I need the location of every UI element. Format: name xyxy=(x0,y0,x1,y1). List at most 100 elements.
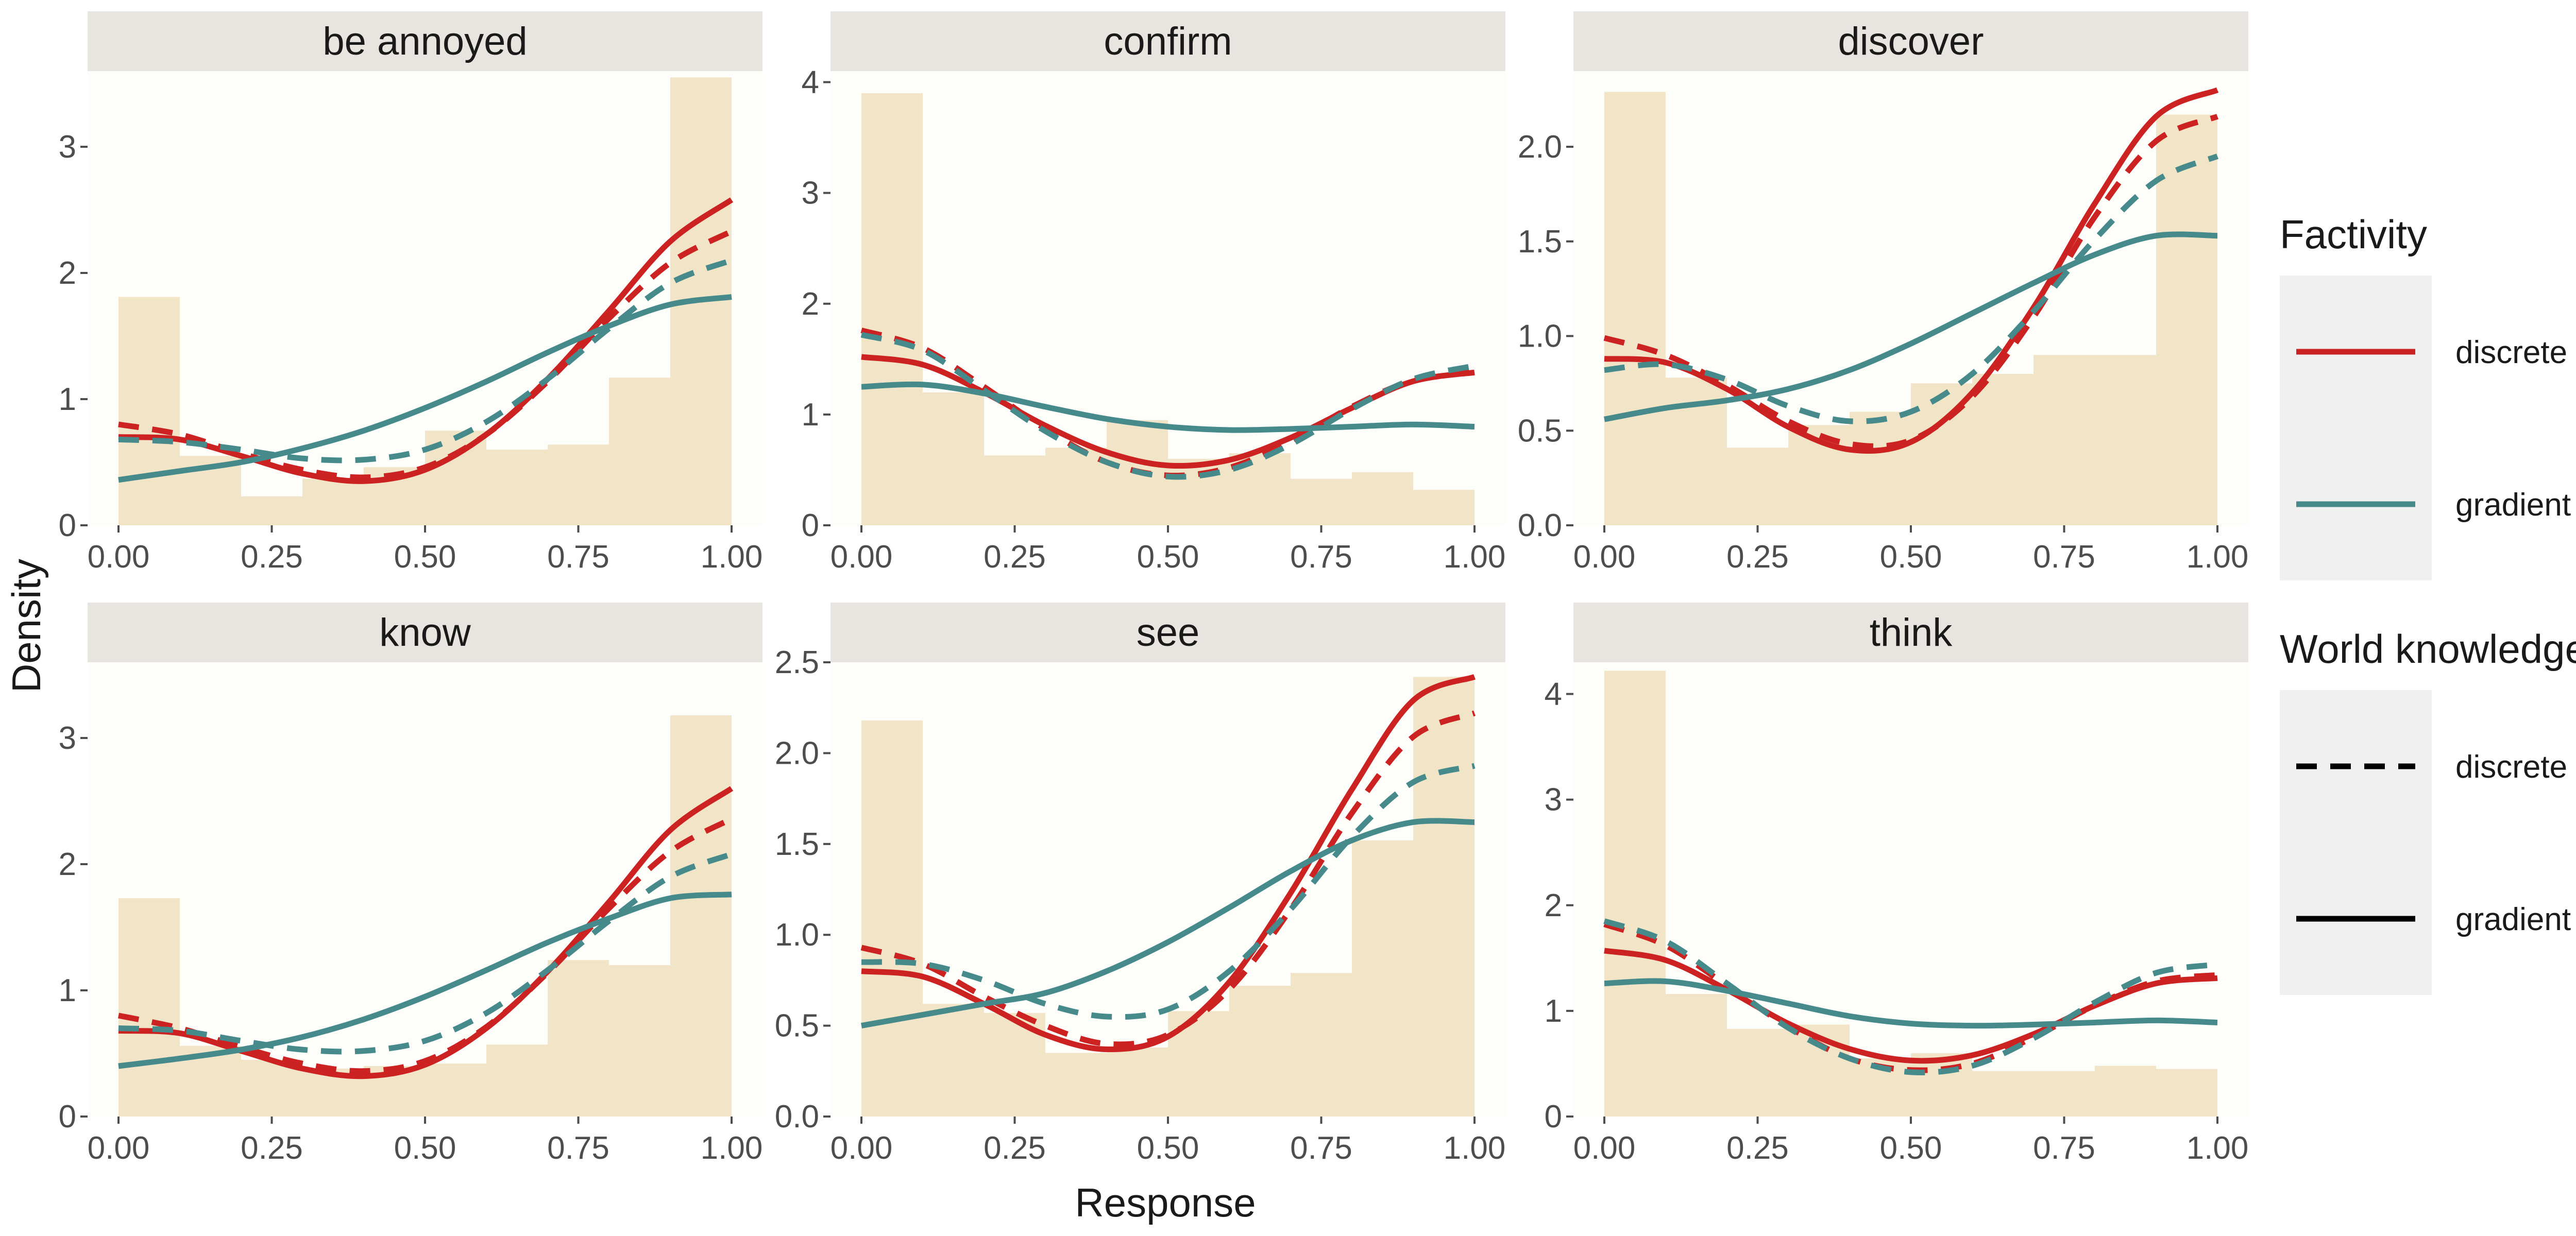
x-tick-label: 0.00 xyxy=(88,539,150,575)
histogram-bar xyxy=(241,1059,302,1117)
histogram-bar xyxy=(1972,374,2033,525)
histogram-bar xyxy=(1850,411,1911,525)
histogram-bar xyxy=(2156,1069,2217,1117)
strip-see xyxy=(831,603,1505,662)
curve-factivity-gradient-world-knowledge-gradient xyxy=(1603,231,2218,422)
legend-title: Factivity xyxy=(2280,212,2427,257)
histogram-see xyxy=(861,677,1475,1117)
x-tick-label: 0.75 xyxy=(2033,539,2095,575)
legend-group-world-knowledge: World knowledge discrete gradient xyxy=(2280,626,2576,995)
histogram-bar xyxy=(984,455,1045,525)
histogram-bar xyxy=(548,960,609,1117)
panel-think: think 0 1 2 3 4 0.00 0.25 0.50 0.75 1.00 xyxy=(1545,603,2248,1166)
strip-label-know: know xyxy=(379,611,471,655)
x-tick-label: 1.00 xyxy=(1444,1130,1506,1166)
x-tick-label: 0.75 xyxy=(547,539,609,575)
curve-factivity-gradient-world-knowledge-discrete xyxy=(1603,918,2218,1076)
histogram-bar xyxy=(1727,448,1788,525)
x-tick-label: 0.50 xyxy=(1137,1130,1199,1166)
histogram-bar xyxy=(1352,840,1413,1117)
density-curves-see xyxy=(860,674,1476,1053)
panel-be-annoyed: be annoyed 0 1 2 3 0.00 0.25 0.50 0.75 1.00 xyxy=(59,11,762,575)
x-tick-label: 0.75 xyxy=(547,1130,609,1166)
histogram-bar xyxy=(1229,985,1291,1117)
y-tick-label: 1.5 xyxy=(775,827,819,862)
strip-label-think: think xyxy=(1870,611,1953,655)
x-tick-label: 1.00 xyxy=(1444,539,1506,575)
x-tick-label: 0.25 xyxy=(984,539,1046,575)
histogram-bar xyxy=(1413,677,1475,1117)
histogram-confirm xyxy=(861,93,1475,525)
x-tick-label: 0.75 xyxy=(1290,1130,1352,1166)
histogram-bar xyxy=(2095,355,2156,525)
histogram-bar xyxy=(1352,472,1413,525)
y-tick-label: 1 xyxy=(802,397,819,433)
curve-factivity-gradient-world-knowledge-gradient xyxy=(861,381,1475,433)
y-tick-label: 0 xyxy=(1545,1099,1562,1135)
histogram-bar xyxy=(486,450,548,525)
strip-label-discover: discover xyxy=(1838,20,1984,63)
x-tick-label: 0.75 xyxy=(2033,1130,2095,1166)
y-axis-know: 0 1 2 3 xyxy=(59,720,88,1135)
histogram-bar xyxy=(1413,490,1475,525)
curve-factivity-gradient-world-knowledge-discrete xyxy=(118,851,733,1055)
curve-factivity-discrete-world-knowledge-discrete xyxy=(117,816,733,1074)
strip-think xyxy=(1573,603,2248,662)
curve-factivity-gradient-world-knowledge-gradient xyxy=(1604,978,2218,1029)
x-tick-label: 1.00 xyxy=(2187,539,2249,575)
x-tick-label: 0.00 xyxy=(88,1130,150,1166)
y-tick-label: 0 xyxy=(802,508,819,543)
x-tick-label: 0.25 xyxy=(241,539,303,575)
histogram-bar xyxy=(1911,1053,1972,1117)
histogram-know xyxy=(118,715,732,1117)
histogram-bar xyxy=(1291,478,1352,525)
curve-factivity-gradient-world-knowledge-gradient xyxy=(118,891,732,1069)
y-tick-label: 0 xyxy=(59,508,76,543)
y-tick-label: 0.0 xyxy=(1518,508,1562,543)
histogram-bar xyxy=(923,392,984,525)
y-tick-label: 1.5 xyxy=(1518,224,1562,260)
y-tick-label: 1.0 xyxy=(775,917,819,953)
histogram-bar xyxy=(1045,1053,1107,1117)
x-tick-label: 0.75 xyxy=(1290,539,1352,575)
x-tick-label: 0.25 xyxy=(241,1130,303,1166)
x-tick-label: 0.50 xyxy=(1880,1130,1942,1166)
y-tick-label: 2 xyxy=(802,286,819,322)
histogram-bar xyxy=(425,1063,486,1117)
y-axis-see: 0.0 0.5 1.0 1.5 2.0 2.5 xyxy=(775,645,831,1135)
x-tick-label: 0.50 xyxy=(394,539,456,575)
y-tick-label: 1 xyxy=(59,973,76,1008)
histogram-bar xyxy=(609,965,670,1117)
x-tick-label: 0.25 xyxy=(1726,1130,1789,1166)
histogram-bar xyxy=(670,715,732,1117)
x-axis-discover: 0.00 0.25 0.50 0.75 1.00 xyxy=(1573,525,2249,575)
legend-group-factivity: Factivity discrete gradient xyxy=(2280,212,2571,580)
strip-know xyxy=(88,603,762,662)
histogram-bar xyxy=(861,93,923,525)
y-tick-label: 3 xyxy=(802,176,819,211)
histogram-bar xyxy=(2033,1071,2095,1117)
histogram-bar xyxy=(548,444,609,525)
y-tick-label: 3 xyxy=(59,720,76,756)
y-tick-label: 2.0 xyxy=(775,735,819,771)
histogram-bar xyxy=(609,377,670,525)
legend-label-gradient: gradient xyxy=(2455,487,2571,523)
y-axis-be-annoyed: 0 1 2 3 xyxy=(59,129,88,543)
histogram-bar xyxy=(2156,114,2217,525)
panel-know: know 0 1 2 3 0.00 0.25 0.50 0.75 1.00 xyxy=(59,603,762,1166)
curve-factivity-gradient-world-knowledge-discrete xyxy=(1604,153,2219,424)
x-axis-be-annoyed: 0.00 0.25 0.50 0.75 1.00 xyxy=(88,525,762,575)
y-tick-label: 3 xyxy=(1545,782,1562,818)
histogram-bar xyxy=(1168,458,1229,525)
histogram-bar xyxy=(241,496,302,525)
y-axis-think: 0 1 2 3 4 xyxy=(1545,677,1573,1135)
x-tick-label: 0.50 xyxy=(1880,539,1942,575)
curve-factivity-discrete-world-knowledge-discrete xyxy=(1603,114,2219,449)
histogram-bar xyxy=(1972,1071,2033,1117)
histogram-bar xyxy=(1045,448,1107,525)
density-curves-think xyxy=(1603,918,2218,1076)
histogram-bar xyxy=(1107,1047,1168,1117)
y-tick-label: 2.5 xyxy=(775,645,819,680)
